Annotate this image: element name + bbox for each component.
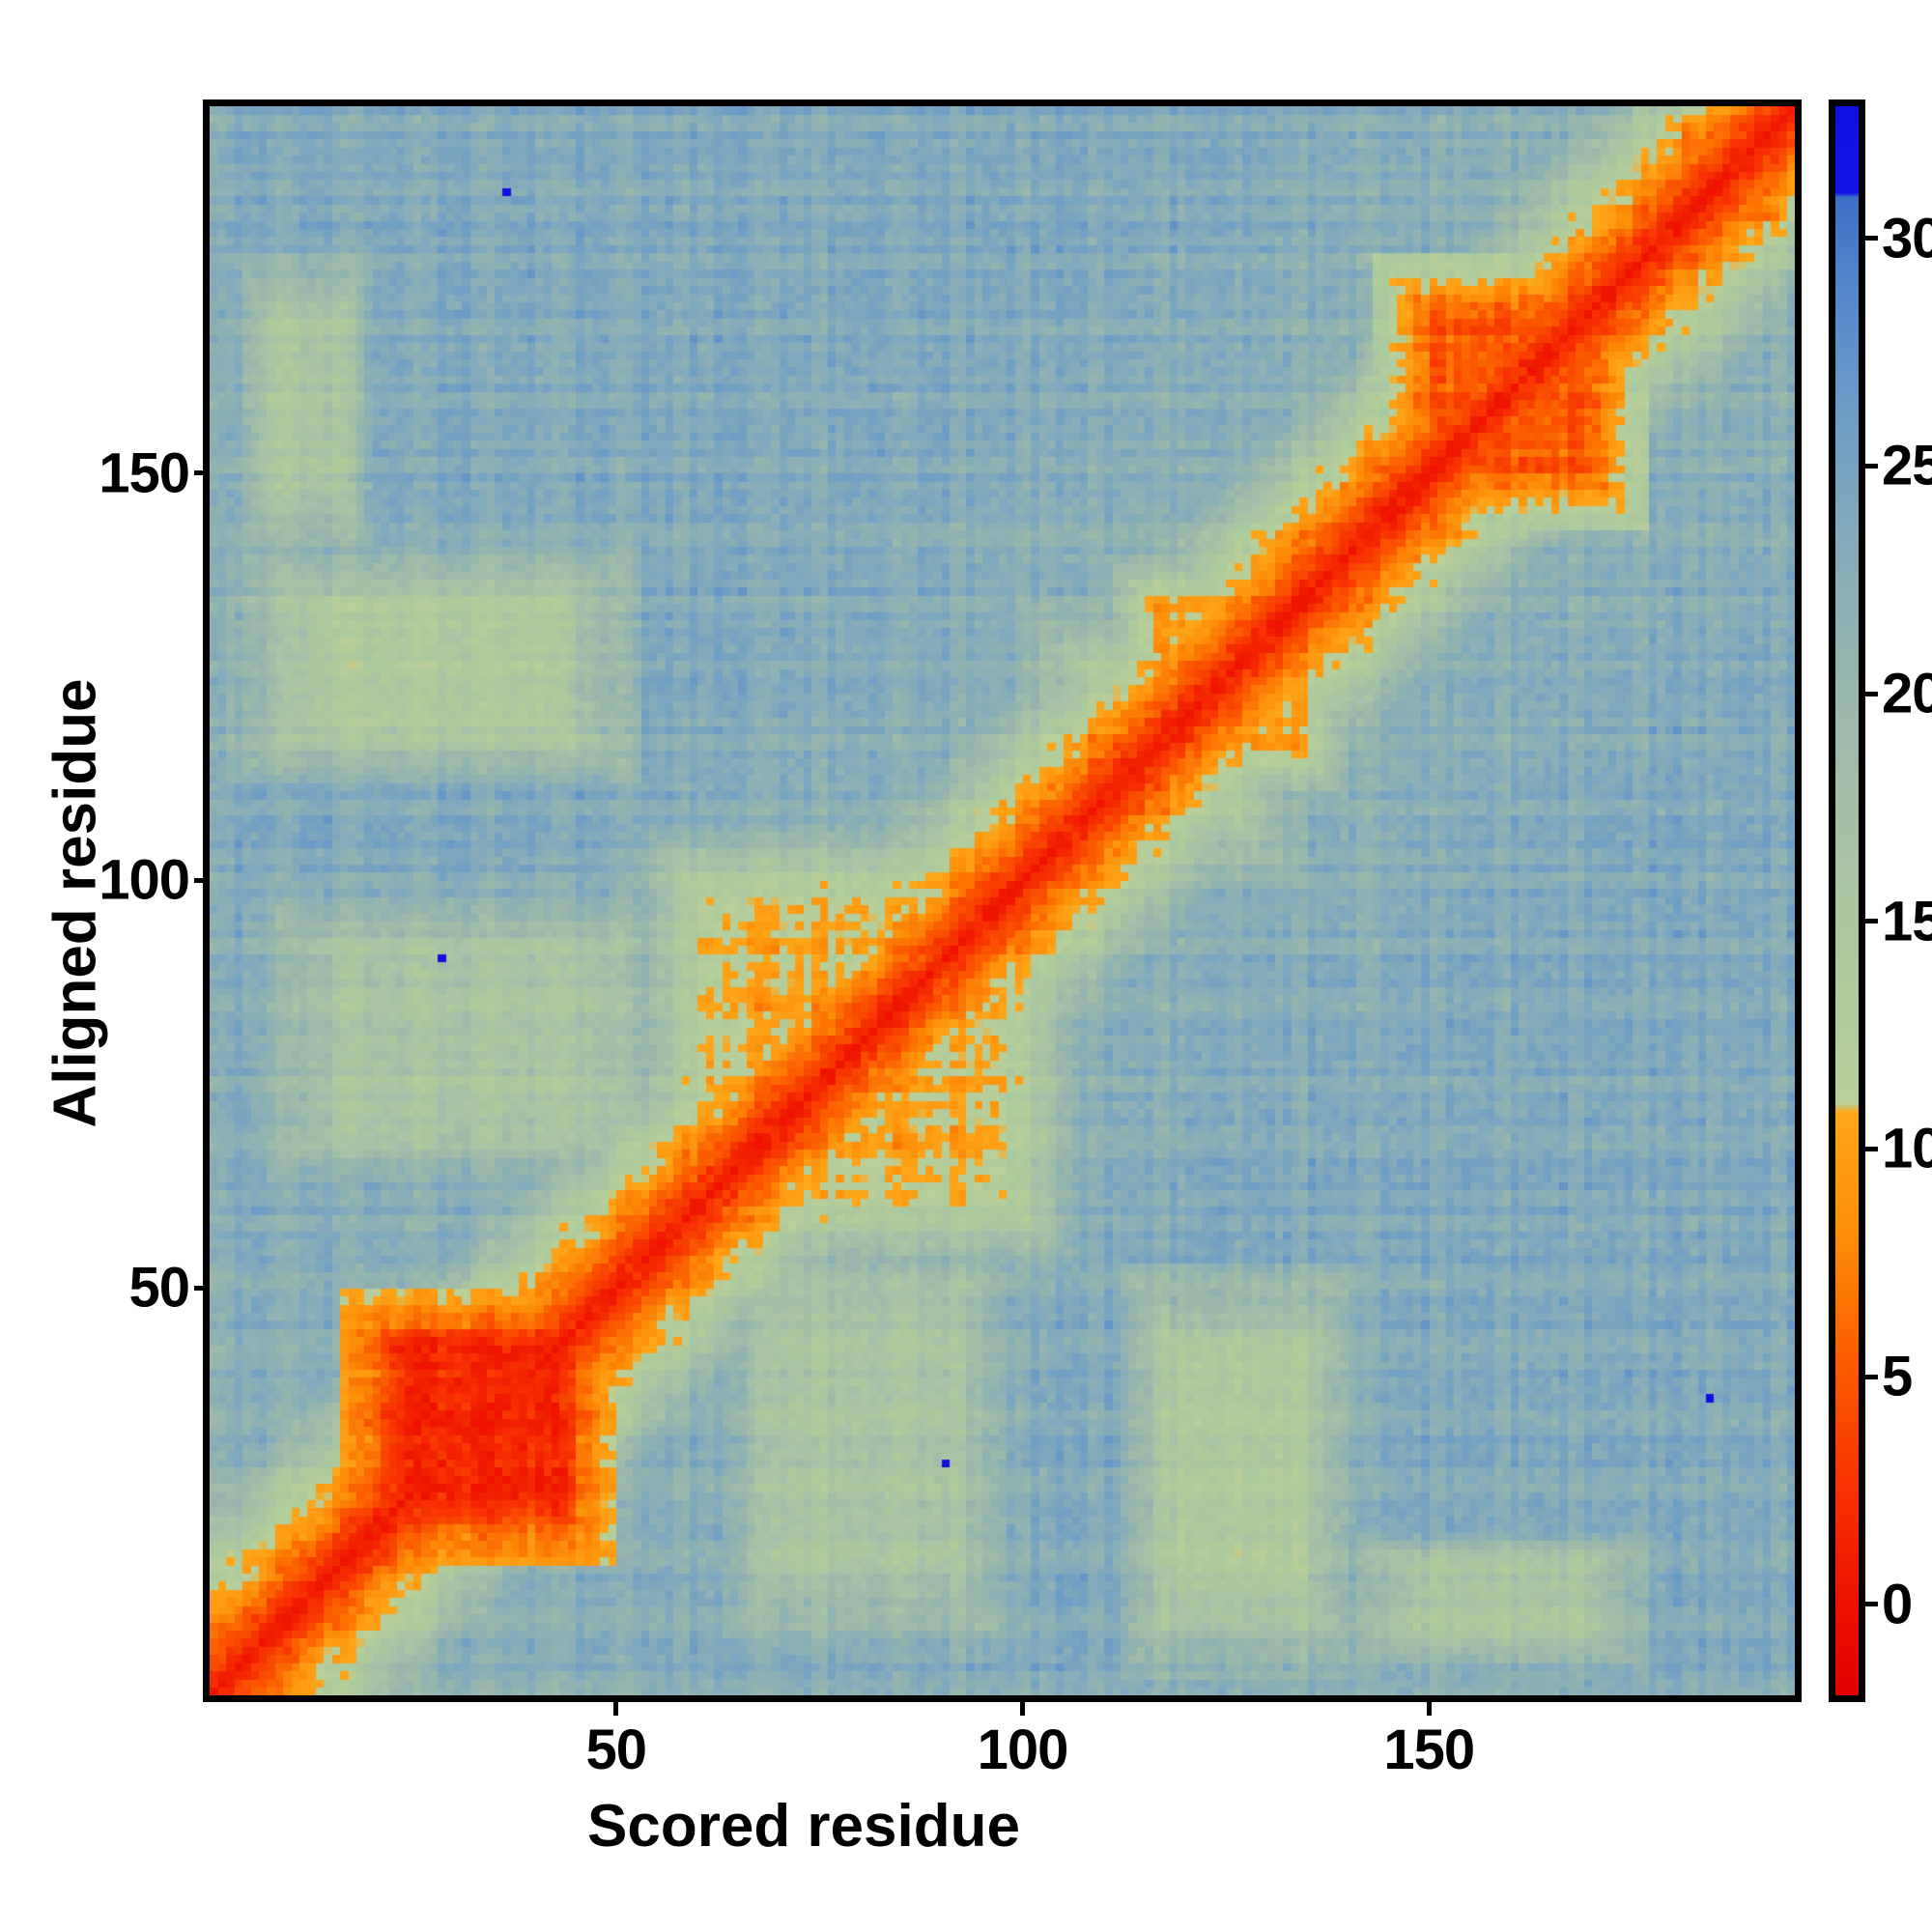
y-axis-title: Aligned residue: [42, 678, 109, 1128]
colorbar-tick-label-5: 5: [1882, 1345, 1913, 1408]
x-tick-label-50: 50: [585, 1719, 648, 1781]
colorbar-tick-25: [1865, 463, 1878, 469]
y-tick-label-150: 150: [99, 441, 190, 505]
colorbar-tick-label-20: 20: [1882, 662, 1932, 725]
y-tick-label-50: 50: [128, 1256, 190, 1320]
y-tick-150: [194, 470, 210, 476]
colorbar-tick-label-10: 10: [1882, 1117, 1932, 1180]
y-tick-label-100: 100: [99, 848, 190, 912]
colorbar-tick-label-15: 15: [1882, 890, 1932, 953]
colorbar-tick-15: [1865, 919, 1878, 924]
heatmap-plot-area: [203, 99, 1802, 1702]
colorbar-tick-20: [1865, 691, 1878, 696]
colorbar-tick-5: [1865, 1374, 1878, 1379]
colorbar-tick-label-0: 0: [1882, 1573, 1913, 1636]
colorbar-tick-0: [1865, 1602, 1878, 1607]
x-tick-50: [613, 1700, 619, 1716]
y-tick-50: [194, 1285, 210, 1291]
x-tick-100: [1020, 1700, 1026, 1716]
colorbar-tick-label-25: 25: [1882, 434, 1932, 497]
colorbar-tick-30: [1865, 236, 1878, 242]
x-tick-label-100: 100: [977, 1719, 1069, 1781]
colorbar-gradient: [1835, 106, 1859, 1695]
x-tick-label-150: 150: [1383, 1719, 1475, 1781]
x-axis-title: Scored residue: [587, 1793, 1020, 1860]
x-tick-150: [1426, 1700, 1432, 1716]
heatmap-canvas: [210, 106, 1795, 1695]
y-tick-100: [194, 877, 210, 883]
colorbar-tick-label-30: 30: [1882, 207, 1932, 270]
colorbar: [1829, 99, 1865, 1702]
colorbar-tick-10: [1865, 1146, 1878, 1151]
